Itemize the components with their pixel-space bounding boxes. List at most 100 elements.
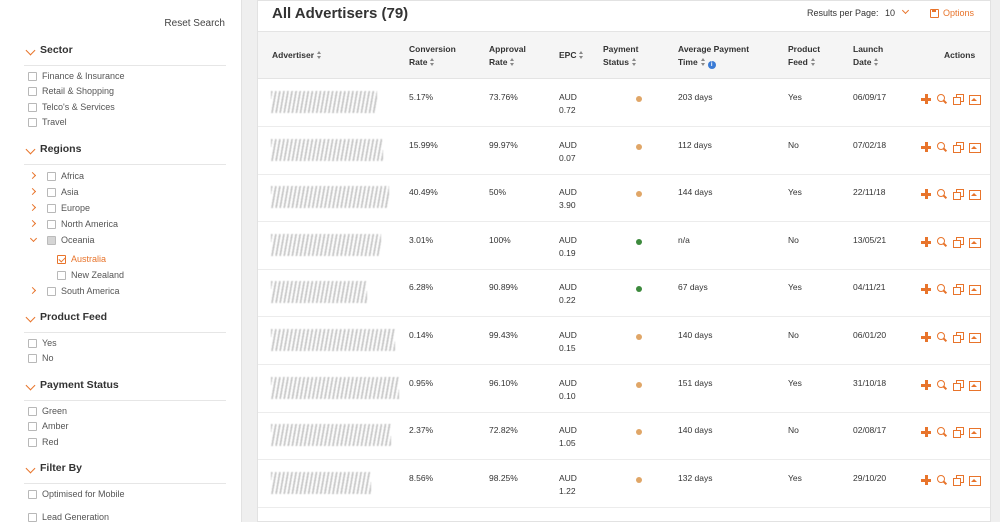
expand-south-america-icon[interactable] [28,286,37,295]
search-icon[interactable] [937,237,947,247]
search-icon[interactable] [937,284,947,294]
image-icon[interactable] [969,284,981,295]
sort-icon[interactable] [874,58,879,66]
expand-asia-icon[interactable] [28,187,37,196]
checkbox[interactable] [47,171,56,181]
sort-icon[interactable] [510,58,515,66]
advertiser-logo[interactable] [271,186,389,208]
checkbox[interactable] [28,406,37,416]
plus-icon[interactable] [921,94,931,104]
col-launch-date[interactable]: Launch Date [853,44,884,67]
expand-africa-icon[interactable] [28,171,37,180]
image-icon[interactable] [969,475,981,486]
plus-icon[interactable] [921,427,931,437]
advertiser-logo[interactable] [271,329,395,351]
product-feed-section-header[interactable]: Product Feed [24,309,226,333]
payment-status-section-header[interactable]: Payment Status [24,377,226,401]
table-row[interactable]: 2.37% 72.82% AUD 1.05 140 days No 02/08/17 [258,413,990,460]
image-icon[interactable] [969,380,981,391]
payment-status-option-green[interactable]: Green [28,404,67,418]
copy-icon[interactable] [953,189,964,200]
table-row[interactable]: 0.14% 99.43% AUD 0.15 140 days No 06/01/20 [258,318,990,365]
sector-section-header[interactable]: Sector [24,42,226,66]
filter-option-lead-generation[interactable]: Lead Generation [28,510,109,522]
search-icon[interactable] [937,475,947,485]
advertiser-logo[interactable] [271,424,391,446]
checkbox[interactable] [47,235,56,245]
plus-icon[interactable] [921,284,931,294]
sort-icon[interactable] [810,58,816,66]
expand-north-america-icon[interactable] [28,219,37,228]
search-icon[interactable] [937,142,947,152]
image-icon[interactable] [969,142,981,153]
copy-icon[interactable] [953,94,964,105]
checkbox[interactable] [47,219,56,229]
sort-icon[interactable] [700,58,706,66]
region-option-new-zealand[interactable]: New Zealand [57,268,124,282]
sector-option-telco[interactable]: Telco's & Services [28,100,115,114]
advertiser-logo[interactable] [271,281,367,303]
collapse-oceania-icon[interactable] [29,234,38,243]
region-option-australia[interactable]: Australia [57,252,106,266]
region-option-south-america[interactable]: South America [47,284,120,298]
sector-option-retail[interactable]: Retail & Shopping [28,84,114,98]
image-icon[interactable] [969,94,981,105]
search-icon[interactable] [937,94,947,104]
filter-option-mobile[interactable]: Optimised for Mobile [28,487,125,501]
copy-icon[interactable] [953,142,964,153]
sort-icon[interactable] [430,58,435,66]
advertiser-logo[interactable] [271,377,399,399]
checkbox[interactable] [28,489,37,499]
col-product-feed[interactable]: Product Feed [788,44,821,67]
regions-section-header[interactable]: Regions [24,141,226,165]
image-icon[interactable] [969,237,981,248]
sort-icon[interactable] [631,58,637,66]
plus-icon[interactable] [921,189,931,199]
region-option-europe[interactable]: Europe [47,201,90,215]
region-option-north-america[interactable]: North America [47,217,118,231]
checkbox[interactable] [28,102,37,112]
expand-europe-icon[interactable] [28,203,37,212]
plus-icon[interactable] [921,380,931,390]
table-row[interactable]: 15.99% 99.97% AUD 0.07 112 days No 07/02/18 [258,128,990,175]
sector-option-finance[interactable]: Finance & Insurance [28,69,125,83]
sector-option-travel[interactable]: Travel [28,115,67,129]
table-row[interactable]: 40.49% 50% AUD 3.90 144 days Yes 22/11/18 [258,175,990,222]
checkbox[interactable] [47,187,56,197]
checkbox[interactable] [47,203,56,213]
checkbox[interactable] [47,286,56,296]
filter-by-section-header[interactable]: Filter By [24,460,226,484]
checkbox[interactable] [28,421,37,431]
info-icon[interactable]: i [707,61,716,69]
advertiser-logo[interactable] [271,139,383,161]
plus-icon[interactable] [921,142,931,152]
col-approval-rate[interactable]: Approval Rate [489,44,526,67]
search-icon[interactable] [937,380,947,390]
checkbox[interactable] [28,338,37,348]
region-option-oceania[interactable]: Oceania [47,233,95,247]
results-per-page-select[interactable]: 10 [885,8,896,18]
checkbox[interactable] [28,437,37,447]
region-option-asia[interactable]: Asia [47,185,79,199]
reset-search-link[interactable]: Reset Search [164,18,225,29]
checkbox[interactable] [28,353,37,363]
region-option-africa[interactable]: Africa [47,169,84,183]
table-row[interactable]: 3.01% 100% AUD 0.19 n/a No 13/05/21 [258,223,990,270]
plus-icon[interactable] [921,475,931,485]
copy-icon[interactable] [953,380,964,391]
plus-icon[interactable] [921,237,931,247]
image-icon[interactable] [969,189,981,200]
product-feed-option-yes[interactable]: Yes [28,336,57,350]
col-conversion-rate[interactable]: Conversion Rate [409,44,456,67]
table-row[interactable]: 6.28% 90.89% AUD 0.22 67 days Yes 04/11/21 [258,270,990,317]
search-icon[interactable] [937,427,947,437]
col-advertiser[interactable]: Advertiser [272,49,322,62]
image-icon[interactable] [969,332,981,343]
copy-icon[interactable] [953,284,964,295]
copy-icon[interactable] [953,475,964,486]
image-icon[interactable] [969,427,981,438]
product-feed-option-no[interactable]: No [28,351,54,365]
advertiser-logo[interactable] [271,234,381,256]
copy-icon[interactable] [953,427,964,438]
copy-icon[interactable] [953,332,964,343]
